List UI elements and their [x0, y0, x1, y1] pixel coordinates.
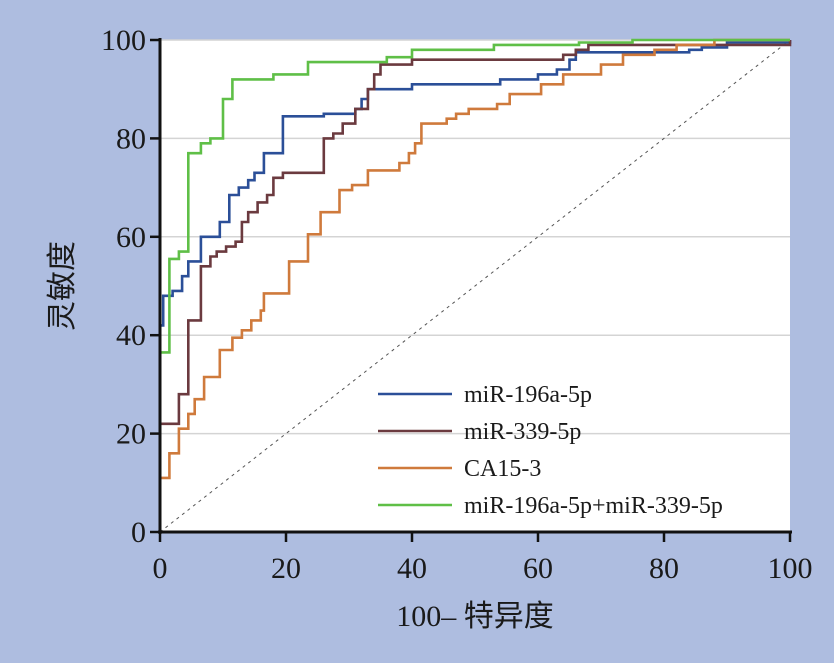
grid-lines [160, 39, 790, 435]
x-tick-label: 100 [768, 552, 813, 585]
y-tick-label: 20 [116, 418, 146, 451]
reference-diagonal [159, 39, 791, 533]
y-tick-label: 80 [116, 122, 146, 155]
x-ticks: 0 20 40 60 80 100 [153, 532, 813, 585]
x-tick-label: 80 [649, 552, 679, 585]
series-line-4 [158, 38, 790, 532]
legend-label-4: miR-196a-5p+miR-339-5p [464, 493, 723, 519]
series-line-2 [158, 40, 792, 532]
x-tick-label: 0 [153, 552, 168, 585]
y-tick-label: 60 [116, 221, 146, 254]
x-axis-label: 100– 特异度 [396, 600, 554, 633]
y-tick-label: 0 [131, 516, 146, 549]
series-layer [158, 38, 792, 532]
series-line-1 [158, 40, 792, 532]
legend: miR-196a-5p miR-339-5p CA15-3 miR-196a-5p+m… [378, 382, 723, 519]
y-ticks: 0 20 40 60 80 100 [101, 24, 160, 549]
y-tick-label: 40 [116, 319, 146, 352]
y-axis-label: 灵敏度 [46, 241, 79, 331]
x-tick-label: 60 [523, 552, 553, 585]
legend-label-2: miR-339-5p [464, 419, 581, 445]
series-line-3 [158, 38, 790, 532]
x-tick-label: 40 [397, 552, 427, 585]
legend-label-3: CA15-3 [464, 456, 541, 482]
x-tick-label: 20 [271, 552, 301, 585]
y-tick-label: 100 [101, 24, 146, 57]
legend-label-1: miR-196a-5p [464, 382, 592, 408]
